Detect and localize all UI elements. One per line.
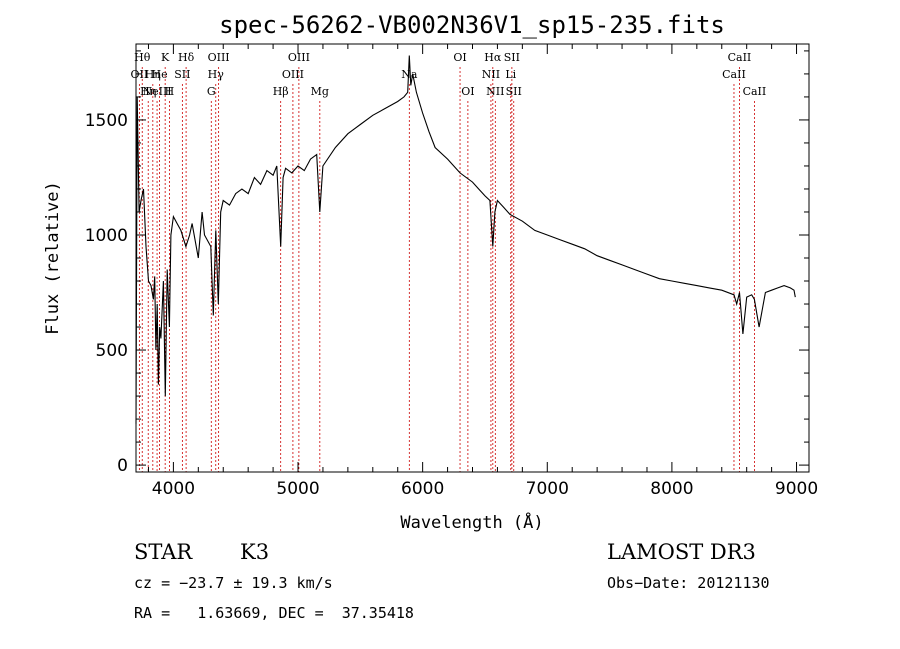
x-tick-label-1: 5000: [276, 479, 319, 499]
line-label-2: Hη: [140, 85, 156, 98]
x-tick-label-2: 6000: [401, 479, 444, 499]
plot-frame: [135, 43, 810, 473]
y-tick-label-3: 1500: [85, 111, 128, 131]
line-label-0: OII: [131, 68, 149, 81]
survey-name: LAMOST DR3: [607, 540, 756, 564]
line-label-7: H: [165, 85, 175, 98]
line-label-18: OI: [453, 51, 466, 64]
line-label-15: OIII: [288, 51, 310, 64]
line-label-21: Hα: [484, 51, 502, 64]
line-label-14: OIII: [282, 68, 304, 81]
line-label-1: Hθ: [134, 51, 151, 64]
x-tick-label-4: 8000: [650, 479, 693, 499]
y-tick-label-1: 500: [96, 341, 128, 361]
observation-date: Obs−Date: 20121130: [607, 574, 770, 592]
line-label-9: Hδ: [178, 51, 195, 64]
coordinates: RA = 1.63669, DEC = 37.35418: [134, 604, 414, 622]
line-label-10: G: [207, 85, 216, 98]
line-label-16: Mg: [311, 85, 329, 98]
y-tick-label-2: 1000: [85, 226, 128, 246]
y-axis-label: Flux (relative): [43, 181, 63, 335]
chart-title: spec-56262-VB002N36V1_sp15-235.fits: [219, 11, 725, 39]
line-label-20: NII: [482, 68, 500, 81]
line-label-11: Hγ: [208, 68, 225, 81]
line-label-3: Hη: [145, 68, 161, 81]
x-tick-label-3: 7000: [526, 479, 569, 499]
line-label-28: CaII: [743, 85, 767, 98]
line-label-26: CaII: [722, 68, 746, 81]
line-label-23: Li: [505, 68, 516, 81]
x-tick-label-5: 9000: [775, 479, 818, 499]
x-axis-label: Wavelength (Å): [400, 511, 543, 533]
spectral-line-labels: OIIHθHηHηNeIIIHeKHSIIHδGHγOIIIHβOIIIOIII…: [131, 51, 767, 98]
object-subclass: K3: [240, 540, 270, 564]
redshift-info: cz = −23.7 ± 19.3 km/s: [134, 574, 333, 592]
y-axis-ticks: 0 500 1000 1500: [85, 50, 809, 476]
line-label-8: SII: [174, 68, 190, 81]
line-label-13: Hβ: [273, 85, 289, 98]
x-tick-label-0: 4000: [152, 479, 195, 499]
line-label-24: SII: [504, 51, 520, 64]
line-label-12: OIII: [208, 51, 230, 64]
line-label-19: OI: [461, 85, 474, 98]
line-label-6: K: [161, 51, 170, 64]
line-label-25: SII: [506, 85, 522, 98]
line-label-22: NII: [486, 85, 504, 98]
spectrum-series-line: [135, 55, 796, 424]
line-label-5: He: [152, 68, 168, 81]
y-tick-label-0: 0: [117, 456, 128, 476]
spectral-line-markers: [138, 67, 755, 472]
line-label-27: CaII: [728, 51, 752, 64]
line-label-4: NeIII: [142, 85, 171, 98]
object-class: STAR: [134, 540, 193, 564]
x-axis-ticks: 4000 5000 6000 7000 8000 9000: [147, 44, 818, 499]
